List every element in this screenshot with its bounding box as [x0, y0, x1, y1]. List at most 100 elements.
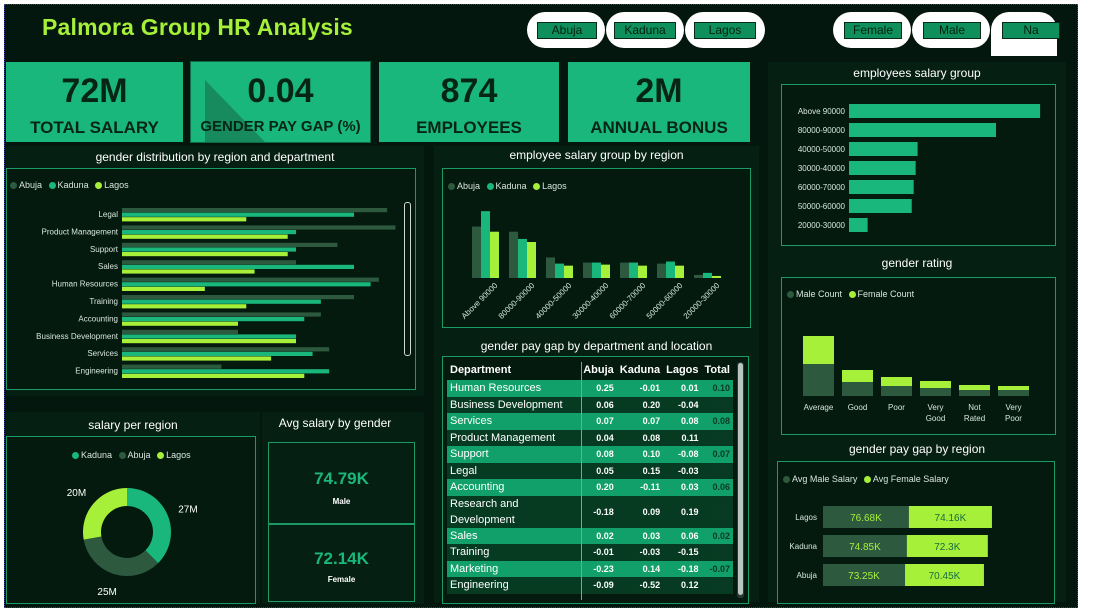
- bar-abuja: [583, 262, 592, 278]
- scrollbar-thumb[interactable]: [738, 363, 743, 595]
- table-row: Marketing -0.23 0.14 -0.18 -0.07: [447, 560, 733, 577]
- bar-abuja: [122, 329, 238, 334]
- cell-value: 0.15: [642, 465, 661, 476]
- bar-kaduna: [666, 261, 675, 278]
- column-header[interactable]: Lagos: [666, 364, 699, 376]
- bar-female: [803, 336, 834, 364]
- bar-abuja: [694, 274, 703, 278]
- x-tick-label: Good: [926, 414, 946, 423]
- y-tick-label: Abuja: [797, 571, 818, 580]
- column-header[interactable]: Kaduna: [619, 364, 661, 376]
- cell-value: 0.25: [596, 383, 614, 394]
- column-header[interactable]: Total: [704, 364, 730, 376]
- cell-value: -0.01: [639, 383, 661, 394]
- cell-value: 0.03: [681, 482, 699, 493]
- legend-label: Kaduna: [81, 450, 113, 460]
- y-tick-label: Product Management: [42, 227, 119, 236]
- bar-kaduna: [481, 211, 490, 278]
- y-tick-label: Engineering: [75, 367, 118, 376]
- y-tick-label: Human Resources: [52, 280, 118, 289]
- cell-value: -0.18: [593, 506, 614, 517]
- table-row: Research and Development -0.18 0.09 0.19 0.0…: [447, 495, 733, 528]
- filter-kaduna-button[interactable]: Kaduna: [614, 22, 676, 39]
- bar-lagos: [122, 286, 205, 291]
- cell-value: 0.20: [642, 399, 661, 410]
- bar-kaduna: [122, 299, 321, 304]
- bar-male: [998, 390, 1029, 396]
- legend-label: Kaduna: [57, 180, 89, 190]
- legend: Male Count Female Count: [787, 289, 918, 299]
- y-tick-label: 80000-90000: [798, 126, 846, 135]
- legend-label: Abuja: [19, 180, 43, 190]
- filter-lagos-button[interactable]: Lagos: [694, 22, 756, 39]
- filter-na-button[interactable]: Na: [1002, 22, 1060, 39]
- legend-swatch-kaduna: [486, 183, 494, 191]
- cell-value: 0.06: [681, 530, 699, 541]
- filter-abuja-button[interactable]: Abuja: [537, 22, 597, 39]
- y-tick-label: Above 90000: [798, 107, 846, 116]
- bar: [849, 218, 868, 232]
- bar-abuja: [509, 231, 518, 278]
- data-label: 76.68K: [850, 513, 882, 524]
- bar-kaduna: [122, 351, 313, 356]
- legend-label: Abuja: [127, 450, 151, 460]
- legend-label: Avg Male Salary: [792, 474, 858, 484]
- legend-swatch-kaduna: [48, 182, 56, 190]
- bar-abuja: [546, 257, 555, 278]
- kpi-employees: 874 EMPLOYEES: [379, 62, 559, 142]
- x-tick-label: Rated: [964, 414, 985, 423]
- bar-kaduna: [122, 334, 296, 339]
- x-tick-label: Good: [848, 403, 868, 412]
- cell-value: 0.10: [642, 449, 661, 460]
- avg-salary-male-label: Male: [332, 497, 351, 506]
- cell-department: Legal: [450, 464, 477, 477]
- cell-department: Training: [450, 546, 490, 559]
- table-row: Support 0.08 0.10 -0.08 0.07: [447, 446, 733, 463]
- legend-swatch-kaduna: [72, 452, 79, 460]
- kpi-label: ANNUAL BONUS: [590, 118, 728, 137]
- data-label: 72.3K: [934, 542, 960, 553]
- bar-abuja: [122, 260, 296, 265]
- legend-swatch-lagos: [95, 182, 103, 190]
- table-row: Business Development 0.06 0.20 -0.04 0.07: [447, 396, 733, 413]
- column-header[interactable]: Department: [450, 364, 512, 376]
- cell-value: -0.01: [593, 547, 614, 558]
- bar-lagos: [122, 373, 305, 378]
- cell-value: -0.01: [709, 547, 730, 558]
- data-label: 70.45K: [929, 571, 961, 582]
- cell-department: Business Development: [450, 398, 563, 411]
- y-tick-label: 20000-30000: [798, 221, 846, 230]
- x-tick-label: Very: [927, 403, 943, 412]
- bar: [849, 161, 916, 175]
- filter-male-button[interactable]: Male: [923, 22, 981, 39]
- pay-gap-table: Department Abuja Kaduna Lagos Total Human Re…: [447, 360, 733, 594]
- table-header-row: Department Abuja Kaduna Lagos Total: [447, 360, 733, 380]
- legend-swatch-lagos: [533, 183, 541, 191]
- y-tick-label: Accounting: [78, 314, 118, 323]
- bar-female: [998, 386, 1029, 390]
- scrollbar[interactable]: [404, 202, 411, 356]
- pay-gap-region-chart: Lagos 76.68K 74.16K Kaduna 74.85K 72.3K Abuja 7…: [789, 506, 992, 586]
- bar-female: [881, 377, 912, 386]
- bar-kaduna: [122, 264, 354, 269]
- x-tick-label: 50000-60000: [645, 281, 685, 321]
- chart-title: salary per region: [88, 418, 178, 432]
- x-tick-label: Poor: [888, 403, 905, 412]
- kpi-label: TOTAL SALARY: [30, 118, 159, 137]
- legend-swatch-abuja: [10, 182, 17, 190]
- cell-value: 0.14: [642, 563, 661, 574]
- cell-department: Human Resources: [450, 382, 542, 395]
- column-header[interactable]: Abuja: [583, 364, 614, 376]
- chart-title: gender rating: [881, 256, 953, 270]
- cell-department: Services: [450, 415, 493, 428]
- cell-value: 0.03: [712, 506, 730, 517]
- filter-female-button[interactable]: Female: [844, 22, 902, 39]
- bar-abuja: [122, 225, 396, 230]
- cell-value: 0.20: [596, 482, 614, 493]
- bar-lagos: [490, 231, 499, 278]
- x-tick-label: Poor: [1005, 414, 1022, 423]
- x-tick-label: 40000-50000: [534, 281, 574, 321]
- y-tick-label: Legal: [98, 210, 118, 219]
- salary-per-region-chart: 27M 25M 20M: [67, 488, 198, 598]
- cell-value: 0.06: [596, 399, 614, 410]
